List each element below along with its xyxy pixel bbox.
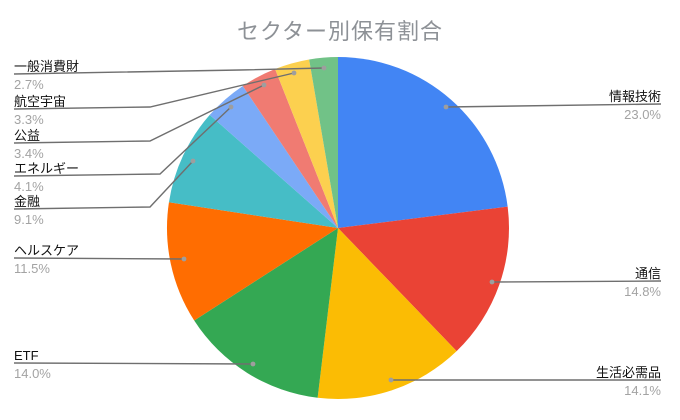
sector-label-group: ヘルスケア 11.5% — [14, 243, 79, 276]
leader-dot-2 — [489, 279, 495, 285]
pie-slice-5[interactable] — [166, 202, 338, 321]
sector-name: 公益 — [14, 128, 41, 143]
sector-percent: 14.8% — [624, 284, 661, 299]
sector-percent: 4.1% — [14, 179, 44, 194]
leader-dot-3 — [388, 377, 394, 383]
sector-percent: 23.0% — [624, 107, 661, 122]
sector-label-group: 一般消費財 2.7% — [14, 59, 79, 92]
pie-slice-7[interactable] — [209, 85, 338, 228]
sector-percent: 3.4% — [14, 146, 44, 161]
pie-slice-3[interactable] — [317, 228, 457, 399]
sector-percent: 11.5% — [14, 261, 50, 276]
leader-dot-9 — [291, 70, 297, 76]
leader-dot-10 — [321, 65, 327, 71]
sector-label-group: 航空宇宙 3.3% — [14, 94, 66, 127]
pie-slice-6[interactable] — [168, 114, 338, 228]
sector-percent: 2.7% — [14, 77, 44, 92]
pie-slice-10[interactable] — [309, 57, 338, 228]
leader-dot-5 — [181, 256, 187, 262]
sector-percent: 9.1% — [14, 212, 44, 227]
pie-slice-1[interactable] — [338, 57, 508, 228]
leader-line-10 — [13, 67, 325, 75]
sector-percent: 14.1% — [624, 383, 661, 398]
pie-slice-8[interactable] — [242, 69, 338, 228]
sector-name: ETF — [14, 348, 39, 363]
leader-line-5 — [13, 257, 185, 260]
sector-label-group: 通信 14.8% — [624, 266, 661, 299]
sector-label-group: 情報技術 23.0% — [609, 89, 661, 122]
sector-label-group: 生活必需品 14.1% — [596, 365, 661, 398]
sector-name: 一般消費財 — [14, 59, 80, 74]
leader-dot-7 — [228, 104, 234, 110]
leader-line-8 — [13, 84, 265, 144]
leader-dot-1 — [443, 104, 449, 110]
leader-line-2 — [491, 280, 662, 283]
pie-slice-9[interactable] — [275, 59, 338, 229]
sector-name: 情報技術 — [608, 89, 661, 104]
leader-line-9 — [13, 72, 295, 110]
sector-label-group: ETF 14.0% — [14, 348, 51, 381]
sector-percent: 14.0% — [14, 366, 51, 381]
leader-line-1 — [445, 103, 662, 108]
sector-name: ヘルスケア — [14, 243, 80, 258]
leader-dot-6 — [190, 158, 196, 164]
leader-line-4 — [13, 362, 254, 365]
sector-name: エネルギー — [14, 161, 80, 176]
pie-slice-2[interactable] — [338, 206, 509, 352]
sector-name: 生活必需品 — [595, 365, 661, 380]
leader-dot-8 — [261, 82, 267, 88]
chart-title: セクター別保有割合 — [236, 19, 444, 44]
pie-slice-4[interactable] — [194, 228, 338, 398]
sector-name: 通信 — [634, 266, 661, 281]
leader-line-7 — [13, 106, 232, 177]
leader-line-6 — [13, 160, 194, 210]
sector-label-group: エネルギー 4.1% — [14, 161, 79, 194]
leader-dot-4 — [250, 361, 256, 367]
sector-percent: 3.3% — [14, 112, 44, 127]
sector-label-group: 金融 9.1% — [14, 194, 44, 227]
sector-name: 航空宇宙 — [14, 94, 67, 109]
sector-label-group: 公益 3.4% — [14, 128, 44, 161]
sector-name: 金融 — [14, 194, 41, 209]
